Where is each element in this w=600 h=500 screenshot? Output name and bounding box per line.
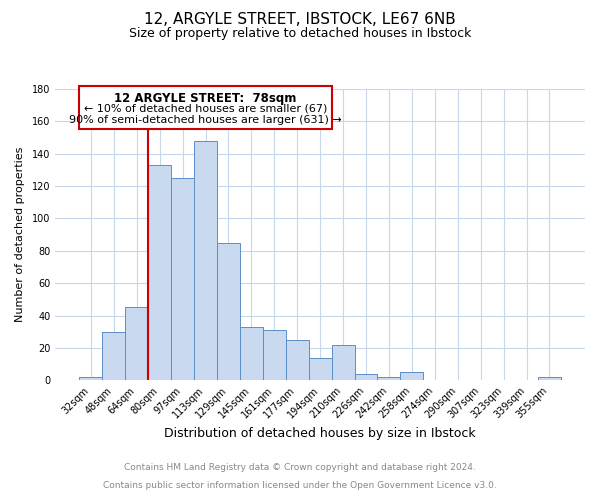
Bar [217,242,240,380]
Bar [79,377,103,380]
FancyBboxPatch shape [79,86,332,130]
Bar [538,377,561,380]
Bar [377,377,400,380]
Text: Size of property relative to detached houses in Ibstock: Size of property relative to detached ho… [129,28,471,40]
Bar [263,330,286,380]
Bar [308,358,332,380]
Text: 12 ARGYLE STREET:  78sqm: 12 ARGYLE STREET: 78sqm [115,92,296,105]
Text: 12, ARGYLE STREET, IBSTOCK, LE67 6NB: 12, ARGYLE STREET, IBSTOCK, LE67 6NB [144,12,456,28]
Bar [148,165,171,380]
Text: 90% of semi-detached houses are larger (631) →: 90% of semi-detached houses are larger (… [69,115,342,125]
Bar [194,141,217,380]
Text: ← 10% of detached houses are smaller (67): ← 10% of detached houses are smaller (67… [84,104,327,114]
Y-axis label: Number of detached properties: Number of detached properties [15,147,25,322]
Bar [240,327,263,380]
Bar [171,178,194,380]
Bar [400,372,424,380]
Bar [103,332,125,380]
Text: Contains public sector information licensed under the Open Government Licence v3: Contains public sector information licen… [103,481,497,490]
X-axis label: Distribution of detached houses by size in Ibstock: Distribution of detached houses by size … [164,427,476,440]
Text: Contains HM Land Registry data © Crown copyright and database right 2024.: Contains HM Land Registry data © Crown c… [124,464,476,472]
Bar [125,308,148,380]
Bar [355,374,377,380]
Bar [332,344,355,380]
Bar [286,340,308,380]
